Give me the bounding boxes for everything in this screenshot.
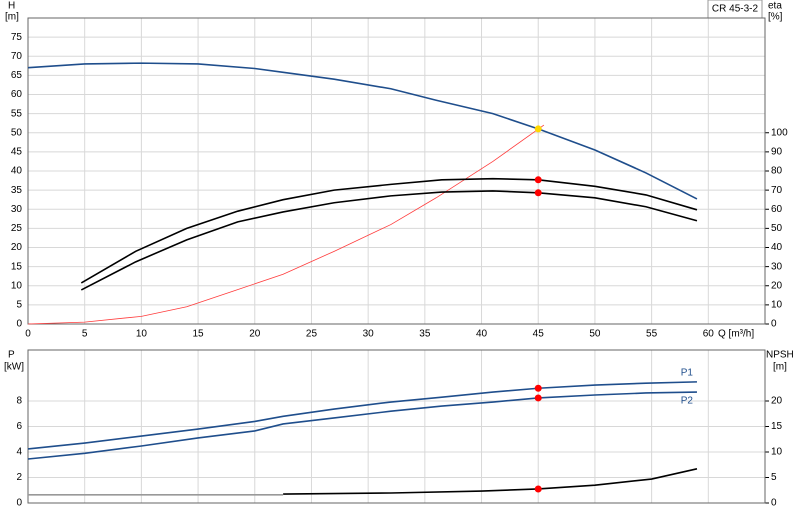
curve xyxy=(27,62,698,200)
y-tick-label: 8 xyxy=(16,396,22,407)
duty-point xyxy=(534,189,542,197)
p-axis-unit: [kW] xyxy=(4,362,24,373)
y-tick-label: 75 xyxy=(11,32,23,43)
h-axis-unit: [m] xyxy=(5,12,19,23)
y-tick-label: 20 xyxy=(11,242,23,253)
y2-tick-label: 0 xyxy=(771,498,777,509)
p-axis-label: P xyxy=(8,350,15,361)
y-tick-label: 10 xyxy=(11,280,23,291)
curve xyxy=(80,190,698,291)
duty-point xyxy=(534,384,542,392)
h-axis-label: H xyxy=(8,1,15,12)
x-tick-label: 40 xyxy=(476,329,488,340)
y2-tick-label: 40 xyxy=(771,242,783,253)
eta-axis-label: eta xyxy=(768,1,782,12)
y2-tick-label: 30 xyxy=(771,261,783,272)
y-tick-label: 40 xyxy=(11,166,23,177)
x-tick-label: 15 xyxy=(193,329,205,340)
x-tick-label: 55 xyxy=(646,329,658,340)
y-tick-label: 70 xyxy=(11,51,23,62)
y2-tick-label: 10 xyxy=(771,300,783,311)
y-tick-label: 5 xyxy=(16,300,22,311)
plot-frame xyxy=(27,349,766,504)
x-tick-label: 25 xyxy=(306,329,318,340)
y-tick-label: 25 xyxy=(11,223,23,234)
x-axis-label: Q [m³/h] xyxy=(718,329,754,340)
y2-tick-label: 20 xyxy=(771,396,783,407)
curve xyxy=(27,391,697,460)
x-tick-label: 20 xyxy=(249,329,261,340)
y2-tick-label: 80 xyxy=(771,166,783,177)
curve xyxy=(80,177,698,284)
y-tick-label: 0 xyxy=(16,319,22,330)
duty-point xyxy=(534,485,542,493)
y-tick-label: 6 xyxy=(16,421,22,432)
curve xyxy=(27,381,697,450)
model-label: CR 45-3-2 xyxy=(712,4,759,15)
y-tick-label: 65 xyxy=(11,70,23,81)
x-tick-label: 45 xyxy=(533,329,545,340)
y-tick-label: 0 xyxy=(16,498,22,509)
curve xyxy=(27,124,545,325)
curve-label: P1 xyxy=(681,368,694,379)
y-tick-label: 50 xyxy=(11,127,23,138)
duty-point xyxy=(534,394,542,402)
x-tick-label: 50 xyxy=(589,329,601,340)
y2-tick-label: 10 xyxy=(771,447,783,458)
y-tick-label: 45 xyxy=(11,147,23,158)
duty-point xyxy=(534,125,542,133)
x-tick-label: 60 xyxy=(703,329,715,340)
x-tick-label: 35 xyxy=(419,329,431,340)
y2-tick-label: 100 xyxy=(771,127,788,138)
y2-tick-label: 15 xyxy=(771,421,783,432)
y-tick-label: 15 xyxy=(11,261,23,272)
y-tick-label: 55 xyxy=(11,108,23,119)
x-tick-label: 10 xyxy=(136,329,148,340)
y2-tick-label: 20 xyxy=(771,280,783,291)
duty-point xyxy=(534,176,542,184)
x-tick-label: 0 xyxy=(25,329,31,340)
eta-axis-unit: [%] xyxy=(768,12,783,23)
x-tick-label: 30 xyxy=(363,329,375,340)
y2-tick-label: 50 xyxy=(771,223,783,234)
y-tick-label: 30 xyxy=(11,204,23,215)
curve-label: P2 xyxy=(681,396,694,407)
y-tick-label: 4 xyxy=(16,447,22,458)
y-tick-label: 2 xyxy=(16,472,22,483)
npsh-axis-label: NPSH xyxy=(766,350,794,361)
npsh-axis-unit: [m] xyxy=(773,362,787,373)
y2-tick-label: 0 xyxy=(771,319,777,330)
y-tick-label: 60 xyxy=(11,89,23,100)
y2-tick-label: 90 xyxy=(771,147,783,158)
x-tick-label: 5 xyxy=(82,329,88,340)
y-tick-label: 35 xyxy=(11,185,23,196)
plot-frame xyxy=(27,17,766,325)
y2-tick-label: 70 xyxy=(771,185,783,196)
y2-tick-label: 5 xyxy=(771,472,777,483)
y2-tick-label: 60 xyxy=(771,204,783,215)
